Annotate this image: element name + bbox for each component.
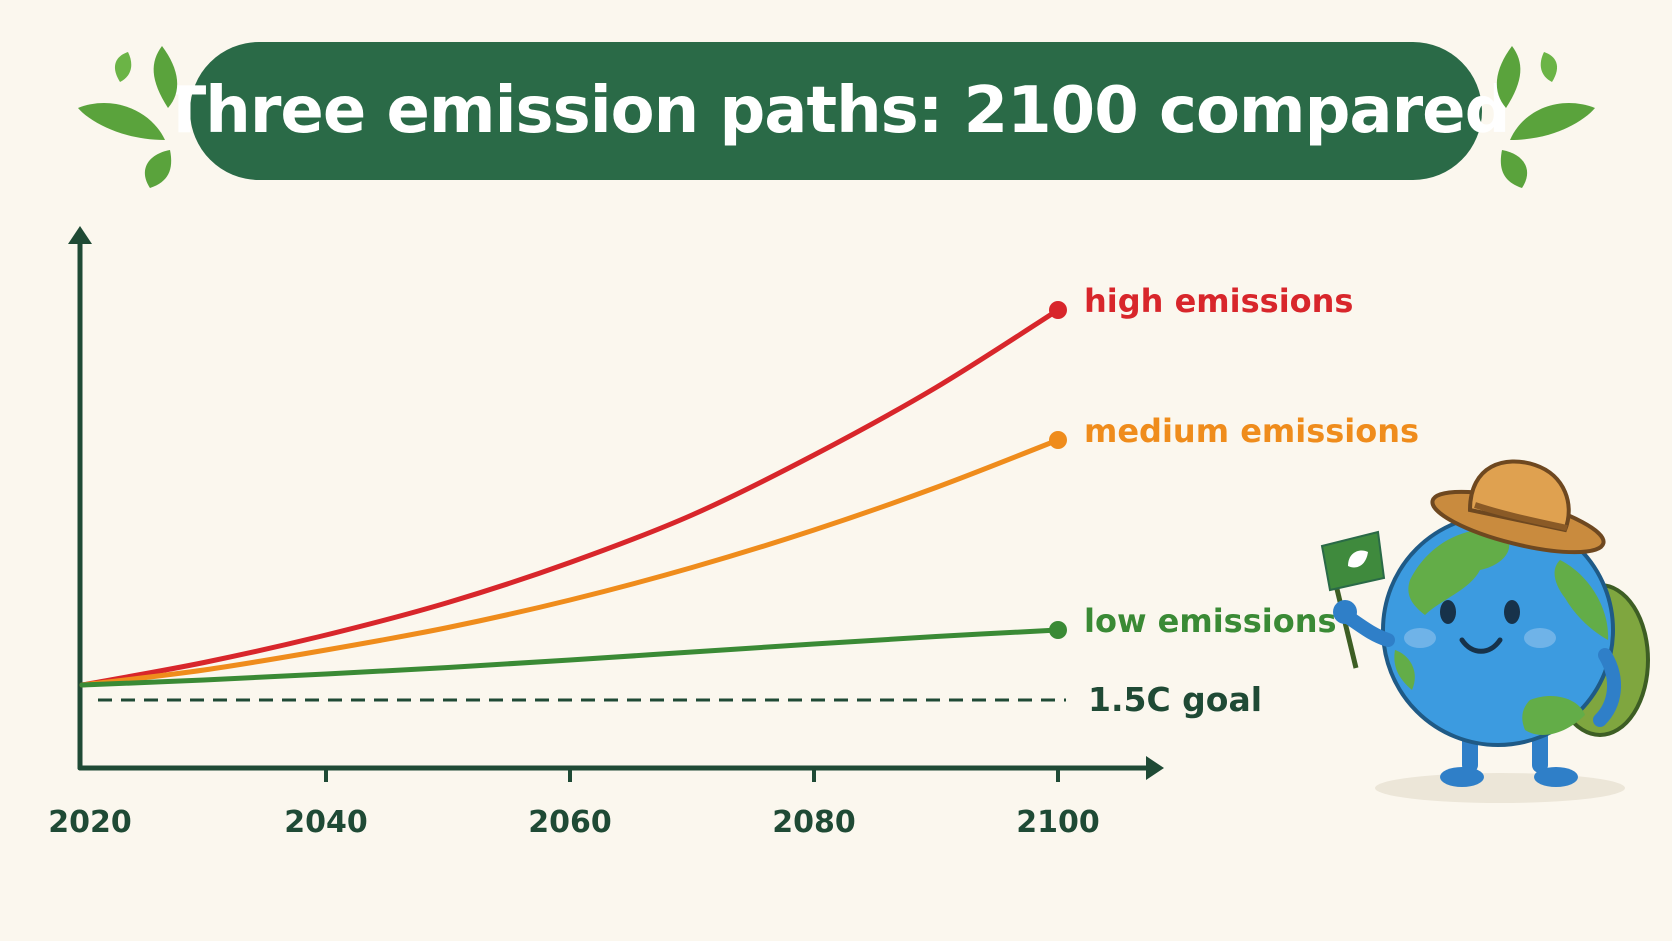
x-tick-label: 2060 (528, 805, 612, 840)
leaf-icon-left (78, 46, 178, 188)
series-line-medium-emissions (79, 437, 1061, 688)
earth-mascot-icon (1320, 459, 1650, 803)
chart-title: Three emission paths: 2100 compared (162, 74, 1511, 148)
series-label-medium-emissions: medium emissions (1084, 412, 1419, 450)
series-endpoint-high-emissions (1049, 301, 1067, 319)
chart-axes (68, 226, 1164, 780)
x-tick-label: 2040 (284, 805, 368, 840)
x-tick-label: 2020 (48, 805, 132, 840)
x-tick-label: 2080 (772, 805, 856, 840)
series-endpoint-low-emissions (1049, 621, 1067, 639)
series-line-low-emissions (79, 627, 1061, 688)
series-layer: high emissions medium emissions low emissi… (79, 282, 1419, 688)
leaf-icon-right (1496, 46, 1595, 188)
reference-line-label: 1.5C goal (1088, 680, 1262, 719)
x-tick-label: 2100 (1016, 805, 1100, 840)
x-ticks: 2020 2040 2060 2080 2100 (48, 768, 1100, 840)
title-banner: Three emission paths: 2100 compared (163, 42, 1510, 180)
series-label-low-emissions: low emissions (1084, 602, 1337, 640)
x-axis-arrow (1146, 756, 1164, 780)
reference-lines: 1.5C goal (98, 680, 1262, 719)
series-line-high-emissions (79, 307, 1061, 688)
y-axis-arrow (68, 226, 92, 244)
series-label-high-emissions: high emissions (1084, 282, 1353, 320)
series-endpoint-medium-emissions (1049, 431, 1067, 449)
